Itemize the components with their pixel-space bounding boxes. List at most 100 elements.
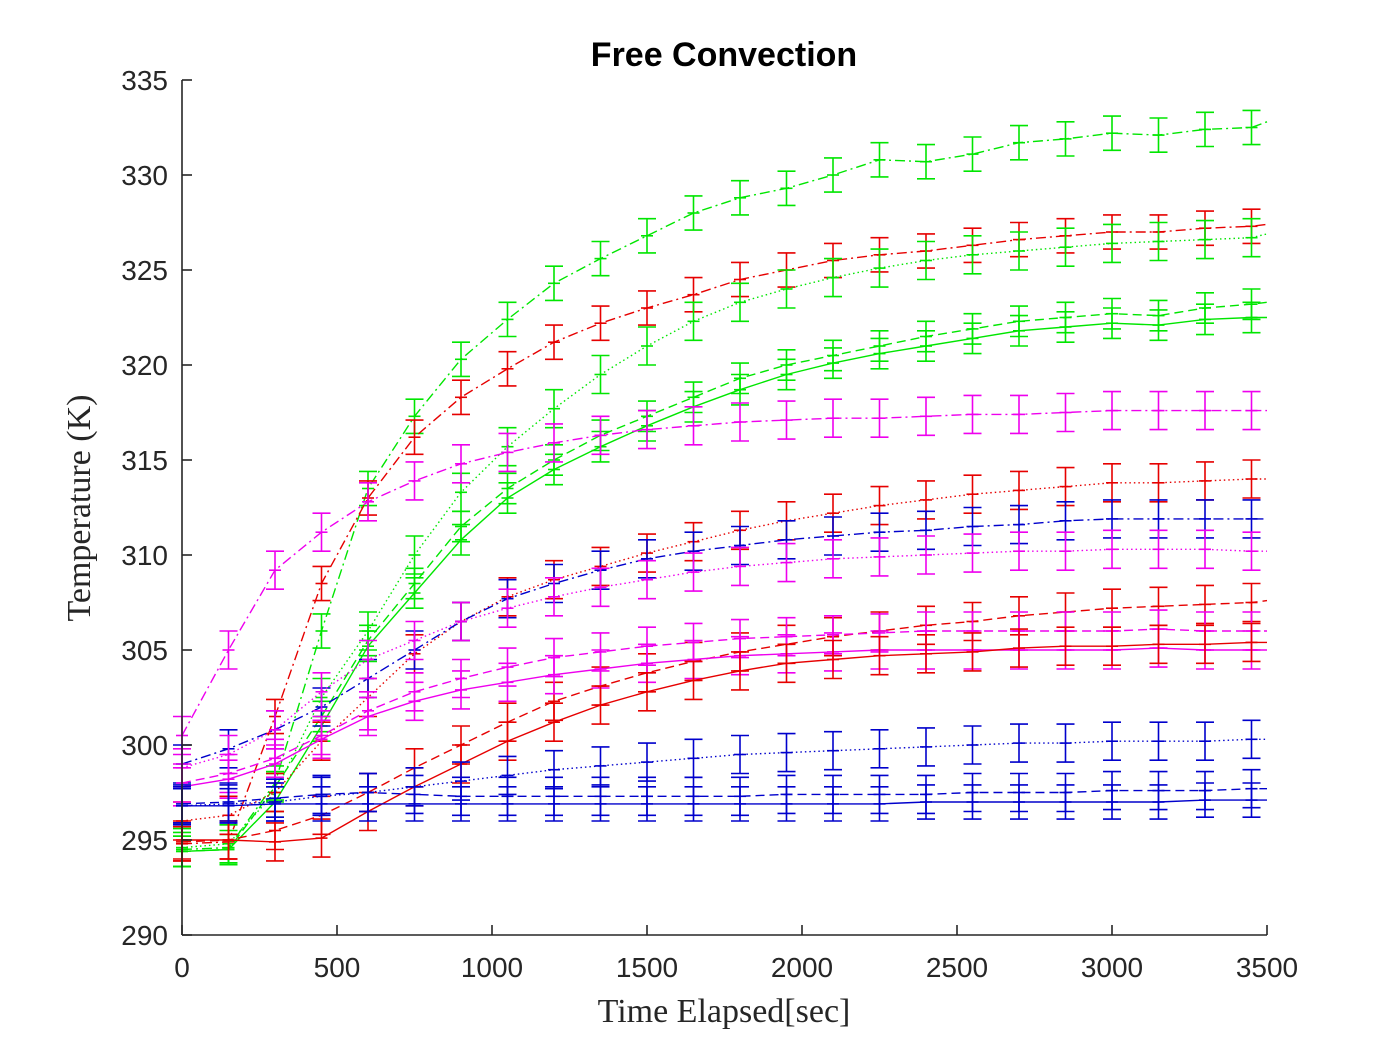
error-bar <box>359 785 377 822</box>
error-bar <box>731 402 749 442</box>
error-bar <box>777 400 796 440</box>
x-tick-label: 3000 <box>1081 952 1143 983</box>
error-bar <box>591 685 610 725</box>
y-tick-label: 325 <box>121 255 168 286</box>
error-bar <box>638 217 656 254</box>
error-bar <box>824 257 842 298</box>
error-bar <box>777 542 796 583</box>
error-bar <box>1056 392 1075 433</box>
error-bar <box>1103 390 1121 431</box>
error-bar <box>1242 719 1261 760</box>
error-bar <box>731 179 749 216</box>
error-bar <box>870 141 889 178</box>
error-bar <box>312 719 331 760</box>
error-bar <box>1196 390 1214 431</box>
error-bar <box>1103 529 1121 570</box>
error-bar <box>405 419 424 456</box>
error-bar <box>684 405 703 446</box>
error-bar <box>638 785 656 822</box>
error-bar <box>1242 782 1261 819</box>
error-bar <box>591 785 610 822</box>
error-bar <box>870 728 889 769</box>
error-bar <box>870 785 889 822</box>
error-bar <box>684 301 703 342</box>
error-bar <box>917 633 935 674</box>
error-bar <box>917 396 935 437</box>
error-bar <box>1242 217 1261 258</box>
error-bar <box>1103 721 1121 762</box>
series-8 <box>173 529 1267 788</box>
error-bar <box>1010 723 1028 763</box>
error-bar <box>545 324 563 361</box>
y-tick-label: 295 <box>121 825 168 856</box>
error-bar <box>1010 784 1028 820</box>
error-bar <box>498 588 517 629</box>
error-bar <box>917 143 935 180</box>
error-bar <box>638 290 656 326</box>
error-bar <box>405 576 424 610</box>
error-bar <box>498 481 517 515</box>
error-bar <box>1056 784 1075 820</box>
x-tick-label: 2000 <box>771 952 833 983</box>
error-bar <box>777 358 796 391</box>
error-bar <box>545 423 563 463</box>
error-bar <box>1010 394 1028 435</box>
error-bar <box>1242 390 1261 431</box>
error-bar <box>498 785 517 822</box>
y-tick-label: 290 <box>121 920 168 951</box>
error-bar <box>1149 221 1168 262</box>
series-5 <box>173 390 1267 756</box>
error-bar <box>731 651 749 691</box>
error-bar <box>824 785 842 822</box>
error-bar <box>266 785 284 822</box>
error-bar <box>963 725 982 765</box>
error-bar <box>405 620 424 661</box>
error-bar <box>1149 784 1168 820</box>
error-bar <box>870 248 889 288</box>
error-bar <box>638 671 656 712</box>
y-tick-label: 335 <box>121 65 168 96</box>
error-bar <box>917 535 935 575</box>
error-bar <box>452 341 470 378</box>
error-bar <box>963 394 982 435</box>
error-bar <box>1103 784 1121 820</box>
error-bar <box>824 347 842 380</box>
error-bar <box>684 195 703 231</box>
error-bar <box>1196 111 1214 148</box>
error-bar <box>824 639 842 680</box>
error-bar <box>777 643 796 684</box>
error-bar <box>1056 310 1075 344</box>
error-bar <box>591 354 610 395</box>
error-bar <box>1149 117 1168 153</box>
error-bar <box>731 282 749 323</box>
error-bar <box>917 240 935 281</box>
y-tick-label: 315 <box>121 445 168 476</box>
error-bar <box>312 613 331 649</box>
error-bar <box>1103 115 1121 152</box>
error-bar <box>1056 531 1075 572</box>
y-axis-label: Temperature (K) <box>61 395 98 622</box>
error-bar <box>731 785 749 822</box>
error-bar <box>1242 109 1261 146</box>
error-bar <box>545 265 563 302</box>
error-bar <box>591 240 610 277</box>
error-bar <box>638 409 656 450</box>
error-bar <box>684 785 703 822</box>
error-bar <box>1056 227 1075 268</box>
error-bar <box>963 136 982 172</box>
error-bar <box>731 546 749 587</box>
error-bar <box>498 301 517 338</box>
error-bar <box>452 379 470 416</box>
x-tick-label: 1500 <box>616 952 678 983</box>
error-bar <box>359 696 377 737</box>
error-bar <box>1010 531 1028 572</box>
error-bar <box>870 537 889 577</box>
error-bar <box>731 734 749 775</box>
error-bar <box>452 523 470 556</box>
error-bar <box>1242 531 1261 572</box>
error-bar <box>1196 529 1214 570</box>
x-tick-label: 3500 <box>1236 952 1298 983</box>
error-bar <box>917 329 935 363</box>
